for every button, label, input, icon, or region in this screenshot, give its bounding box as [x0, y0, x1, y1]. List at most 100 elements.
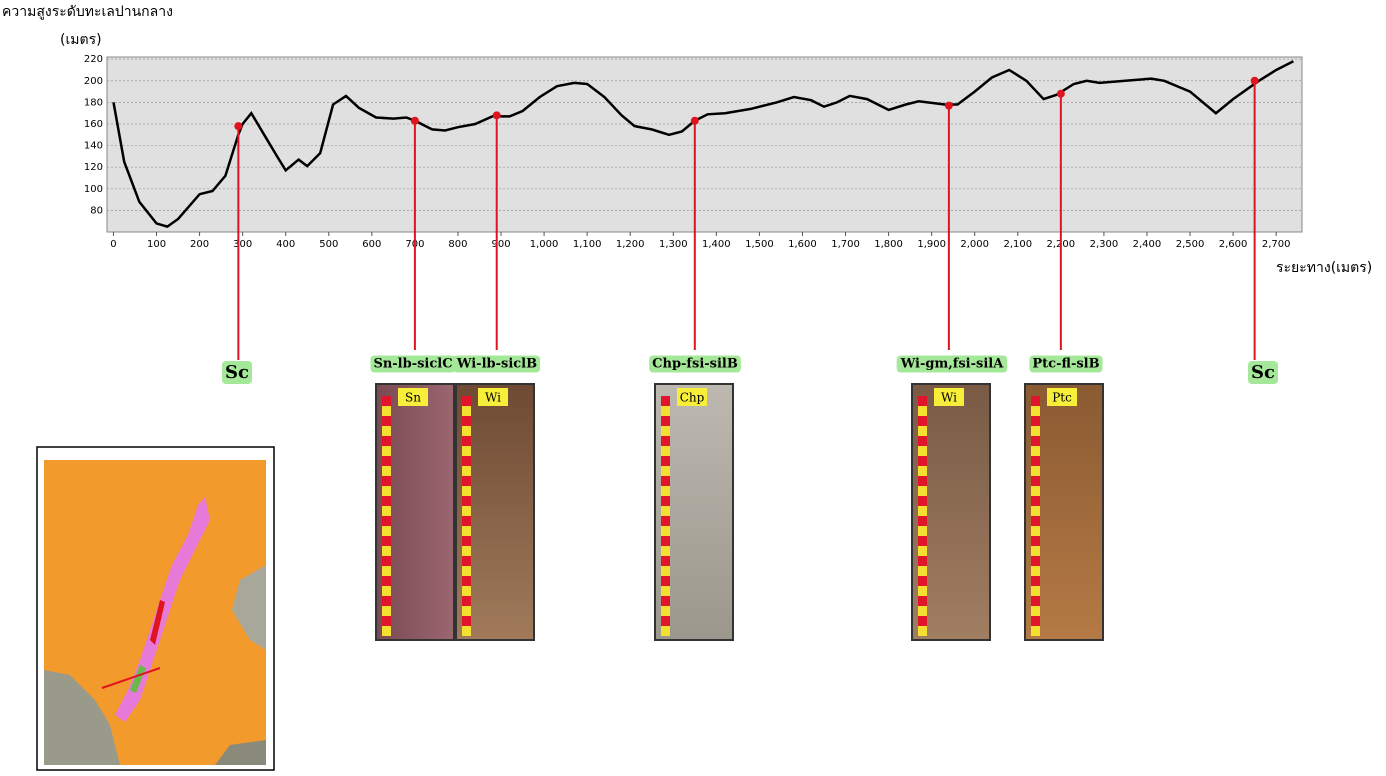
- ruler-stripe: [1031, 496, 1040, 506]
- photo-tag: Ptc: [1052, 391, 1072, 405]
- site-label: Wi-gm,fsi-silA: [900, 357, 1005, 372]
- x-tick-label: 0: [110, 239, 116, 250]
- y-tick-label: 100: [84, 184, 103, 195]
- photo-tag: Wi: [941, 391, 957, 405]
- x-tick-label: 1,800: [874, 239, 903, 250]
- ruler-stripe: [918, 436, 927, 446]
- ruler-stripe: [1031, 516, 1040, 526]
- ruler-stripe: [1031, 536, 1040, 546]
- y-axis-title: (เมตร): [60, 32, 102, 48]
- y-tick-label: 180: [84, 97, 103, 108]
- ruler-stripe: [1031, 616, 1040, 626]
- x-tick-label: 2,700: [1262, 239, 1291, 250]
- ruler-stripe: [661, 496, 670, 506]
- ruler-stripe: [462, 456, 471, 466]
- x-tick-label: 1,000: [530, 239, 559, 250]
- ruler-stripe: [382, 396, 391, 406]
- ruler-stripe: [382, 476, 391, 486]
- x-tick-label: 100: [147, 239, 166, 250]
- ruler-stripe: [382, 496, 391, 506]
- ruler-stripe: [918, 536, 927, 546]
- ruler-stripe: [661, 456, 670, 466]
- ruler-stripe: [382, 456, 391, 466]
- ruler-stripe: [382, 556, 391, 566]
- site-label: Chp-fsi-silB: [652, 357, 738, 372]
- ruler-stripe: [918, 396, 927, 406]
- site-label: Wi-lb-siclB: [456, 357, 537, 372]
- x-tick-label: 200: [190, 239, 209, 250]
- ruler-stripe: [918, 416, 927, 426]
- ruler-stripe: [661, 536, 670, 546]
- site-label: Sn-lb-siclC: [373, 357, 452, 372]
- x-tick-label: 2,500: [1176, 239, 1205, 250]
- y-tick-label: 220: [84, 54, 103, 65]
- ruler-stripe: [1031, 436, 1040, 446]
- ruler-stripe: [661, 416, 670, 426]
- ruler-stripe: [462, 436, 471, 446]
- x-tick-label: 2,000: [960, 239, 989, 250]
- site-marker: [410, 116, 419, 125]
- ruler-stripe: [918, 476, 927, 486]
- ruler-stripe: [462, 596, 471, 606]
- ruler-stripe: [1031, 456, 1040, 466]
- y-axis-title: ความสูงระดับทะเลปานกลาง: [2, 4, 173, 20]
- x-tick-label: 2,400: [1133, 239, 1162, 250]
- ruler-stripe: [661, 396, 670, 406]
- x-tick-label: 400: [276, 239, 295, 250]
- x-tick-label: 900: [491, 239, 510, 250]
- ruler-stripe: [462, 396, 471, 406]
- ruler-stripe: [661, 556, 670, 566]
- plot-area: [106, 56, 1303, 233]
- ruler-stripe: [462, 416, 471, 426]
- x-tick-label: 1,700: [831, 239, 860, 250]
- ruler-stripe: [382, 616, 391, 626]
- x-tick-label: 1,100: [573, 239, 602, 250]
- site-marker: [234, 122, 243, 131]
- site-label-bg: [896, 355, 1008, 373]
- x-tick-label: 500: [319, 239, 338, 250]
- ruler-stripe: [1031, 476, 1040, 486]
- photo-tag-bg: [1047, 388, 1077, 406]
- photo-tag-bg: [934, 388, 964, 406]
- site-marker: [492, 111, 501, 120]
- ruler-stripe: [382, 516, 391, 526]
- site-marker: [1056, 89, 1065, 98]
- profile-line: [112, 60, 1294, 228]
- site-marker: [690, 116, 699, 125]
- x-tick-label: 1,600: [788, 239, 817, 250]
- site-label: Sc: [225, 362, 249, 383]
- site-marker: [1250, 76, 1259, 85]
- ruler-stripe: [1031, 396, 1040, 406]
- x-tick-label: 2,100: [1003, 239, 1032, 250]
- photo-tag: Wi: [485, 391, 501, 405]
- x-tick-label: 1,400: [702, 239, 731, 250]
- ruler-stripe: [1031, 576, 1040, 586]
- x-axis-title: ระยะทาง(เมตร): [1276, 260, 1372, 276]
- ruler-stripe: [1031, 556, 1040, 566]
- photo-tag-bg: [478, 388, 508, 406]
- site-label-bg: [649, 355, 741, 373]
- site-marker: [944, 101, 953, 110]
- x-tick-label: 2,600: [1219, 239, 1248, 250]
- site-label-bg: [1029, 355, 1103, 373]
- ruler-stripe: [918, 556, 927, 566]
- y-tick-label: 200: [84, 76, 103, 87]
- photo-tag: Sn: [405, 391, 421, 405]
- ruler-stripe: [462, 536, 471, 546]
- ruler-stripe: [918, 496, 927, 506]
- photo-tag-bg: [398, 388, 428, 406]
- site-label: Ptc-fl-slB: [1032, 357, 1099, 372]
- site-label-bg: [1248, 361, 1279, 384]
- site-label-bg: [222, 361, 253, 384]
- y-tick-label: 120: [84, 162, 103, 173]
- ruler-stripe: [918, 616, 927, 626]
- x-tick-label: 2,300: [1090, 239, 1119, 250]
- ruler-stripe: [382, 536, 391, 546]
- ruler-stripe: [918, 576, 927, 586]
- ruler-stripe: [462, 556, 471, 566]
- x-tick-label: 1,500: [745, 239, 774, 250]
- map-inset: [36, 446, 275, 771]
- ruler-stripe: [1031, 416, 1040, 426]
- x-tick-label: 1,900: [917, 239, 946, 250]
